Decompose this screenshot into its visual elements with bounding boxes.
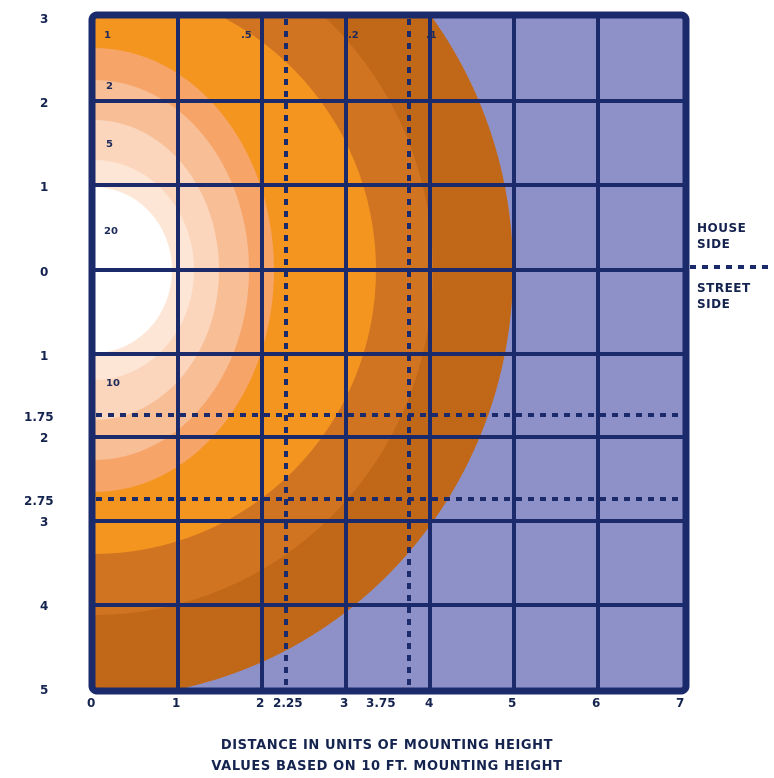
contour-label-10: 10: [106, 378, 120, 389]
x-marker-label-2-25: 2.25: [273, 696, 303, 710]
y-tick-label: 3: [40, 515, 48, 529]
side-labels: HOUSE SIDE STREET SIDE: [697, 221, 751, 311]
y-tick-label: 3: [40, 12, 48, 26]
y-tick-label: 2: [40, 431, 48, 445]
street-side-label-line1: STREET: [697, 281, 751, 295]
y-tick-label: 5: [40, 683, 48, 697]
contour-label-20: 20: [104, 226, 118, 237]
contour-labels: 1 2 5 20 10 .5 .2 .1: [104, 30, 437, 389]
street-side-label-line2: SIDE: [697, 297, 730, 311]
contour-label-0-1: .1: [426, 30, 437, 41]
house-side-label-line2: SIDE: [697, 237, 730, 251]
y-tick-label: 1: [40, 180, 48, 194]
y-marker-label-2-75: 2.75: [24, 494, 54, 508]
caption-line-1: DISTANCE IN UNITS OF MOUNTING HEIGHT: [221, 738, 553, 753]
x-tick-label: 5: [508, 696, 516, 710]
contour-label-0-2: .2: [348, 30, 359, 41]
y-axis-labels: 3 2 1 0 1 2 3 4 5 1.75 2.75: [24, 12, 54, 697]
dotted-marker-lines: [96, 19, 774, 687]
contour-label-1: 1: [104, 30, 111, 41]
x-tick-label: 1: [172, 696, 180, 710]
y-tick-label: 4: [40, 599, 48, 613]
contour-label-2: 2: [106, 81, 113, 92]
y-tick-label: 0: [40, 265, 48, 279]
caption-line-2: VALUES BASED ON 10 FT. MOUNTING HEIGHT: [211, 759, 562, 774]
caption: DISTANCE IN UNITS OF MOUNTING HEIGHT VAL…: [211, 738, 562, 774]
x-tick-label: 7: [676, 696, 684, 710]
house-side-label-line1: HOUSE: [697, 221, 746, 235]
grid-lines: [92, 15, 686, 691]
y-marker-label-1-75: 1.75: [24, 410, 54, 424]
y-tick-label: 2: [40, 96, 48, 110]
x-tick-label: 2: [256, 696, 264, 710]
y-tick-label: 1: [40, 349, 48, 363]
x-tick-label: 4: [425, 696, 433, 710]
x-marker-label-3-75: 3.75: [366, 696, 396, 710]
x-tick-label: 6: [592, 696, 600, 710]
x-axis-labels: 0 1 2 3 4 5 6 7 2.25 3.75: [87, 696, 684, 710]
plot-frame: [88, 11, 690, 695]
x-tick-label: 3: [340, 696, 348, 710]
contour-label-5: 5: [106, 139, 113, 150]
contour-label-0-5: .5: [241, 30, 252, 41]
x-tick-label: 0: [87, 696, 95, 710]
